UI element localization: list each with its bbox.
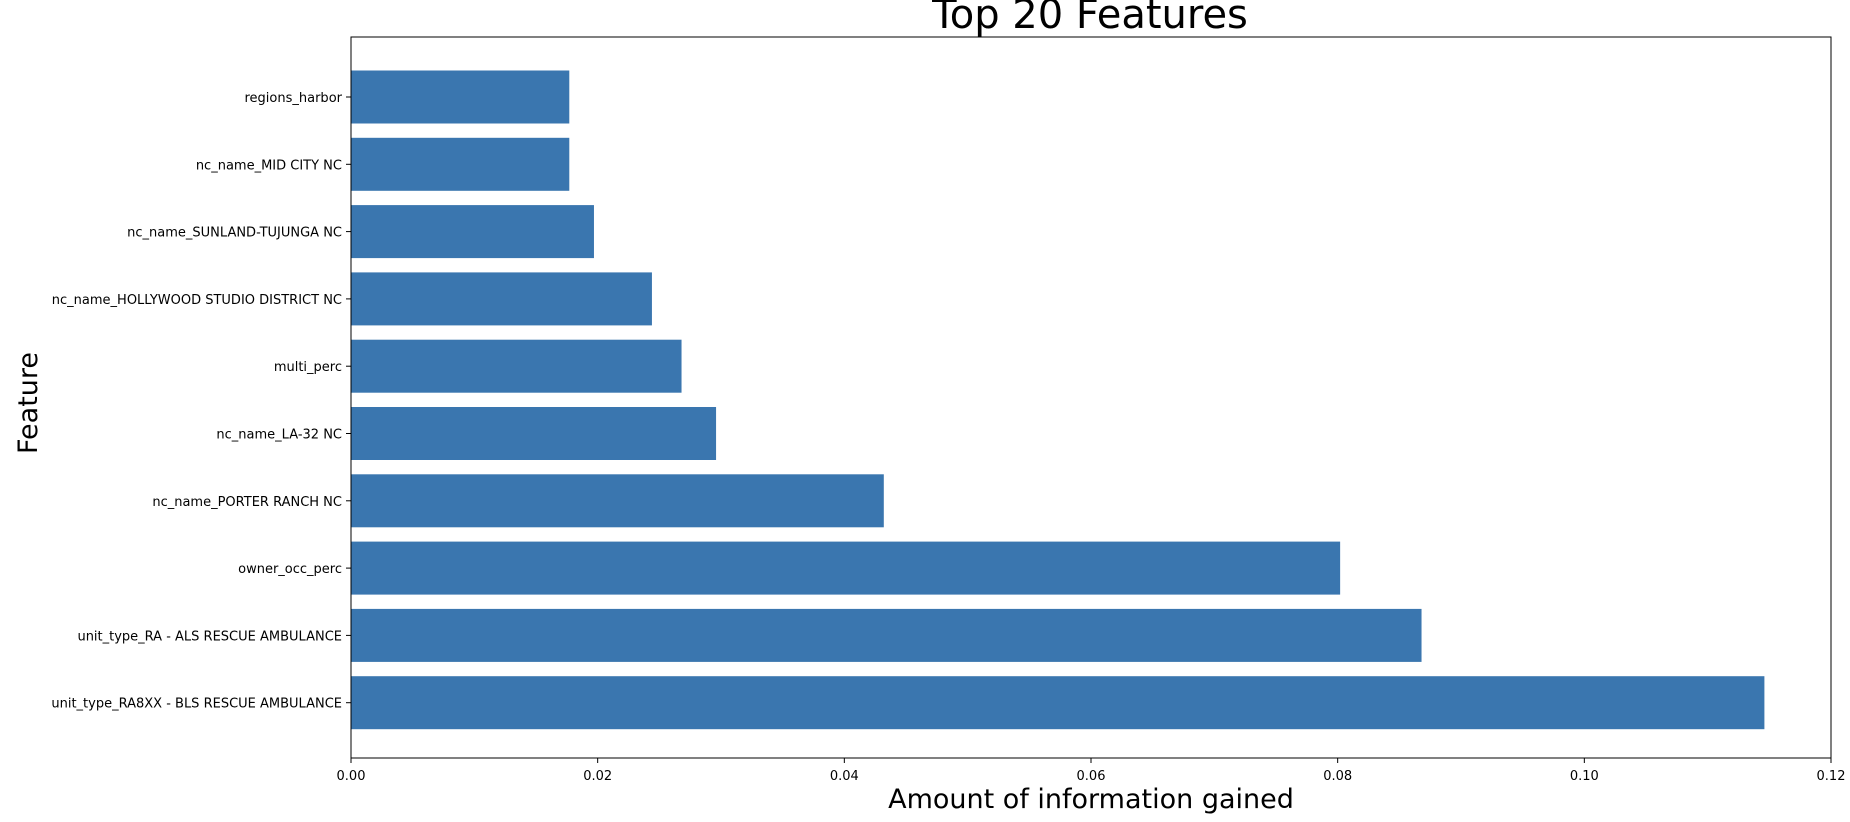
y-axis-label: Feature [13, 352, 44, 454]
y-tick-label: multi_perc [274, 360, 342, 375]
bar [351, 272, 652, 326]
bar [351, 339, 682, 393]
y-axis: regions_harbor nc_name_MID CITY NC nc_name… [51, 91, 351, 712]
bar [351, 205, 594, 259]
chart-title: Top 20 Features [931, 0, 1248, 38]
x-tick-label: 0.00 [337, 769, 366, 784]
y-tick-label: owner_occ_perc [238, 562, 342, 577]
bar [351, 137, 570, 191]
x-tick-label: 0.02 [583, 769, 612, 784]
bar [351, 407, 717, 460]
x-tick-label: 0.04 [830, 769, 859, 784]
y-tick-label: unit_type_RA8XX - BLS RESCUE AMBULANCE [51, 697, 342, 712]
bar [351, 541, 1341, 595]
x-axis: 0.00 0.02 0.04 0.06 0.08 0.10 0.12 [337, 758, 1846, 784]
y-tick-label: nc_name_HOLLYWOOD STUDIO DISTRICT NC [52, 293, 342, 308]
bar [351, 676, 1765, 730]
y-tick-label: nc_name_LA-32 NC [216, 428, 342, 443]
y-tick-label: nc_name_PORTER RANCH NC [152, 495, 342, 510]
x-axis-label: Amount of information gained [888, 784, 1294, 815]
x-tick-label: 0.12 [1817, 769, 1846, 784]
y-tick-label: regions_harbor [245, 91, 343, 106]
y-tick-label: nc_name_SUNLAND-TUJUNGA NC [127, 226, 342, 241]
bar [351, 474, 884, 528]
x-tick-label: 0.06 [1077, 769, 1106, 784]
x-tick-label: 0.08 [1323, 769, 1352, 784]
bar [351, 70, 570, 124]
bar [351, 608, 1422, 662]
y-tick-label: nc_name_MID CITY NC [196, 158, 342, 173]
y-tick-label: unit_type_RA - ALS RESCUE AMBULANCE [77, 629, 342, 644]
x-tick-label: 0.10 [1570, 769, 1599, 784]
bars-group [351, 70, 1765, 730]
